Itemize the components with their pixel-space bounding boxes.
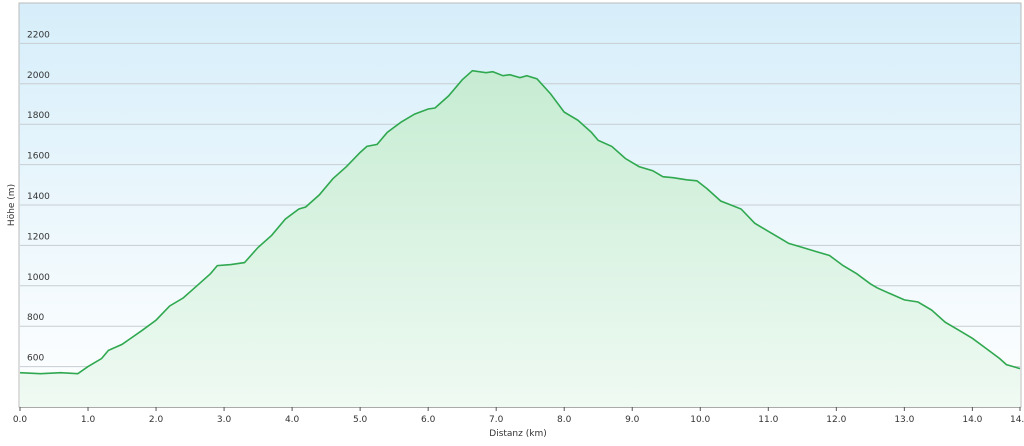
x-tick-label: 12.0	[826, 415, 846, 425]
x-tick-label: 14.7	[1010, 415, 1024, 425]
y-tick-label: 1200	[27, 232, 50, 242]
x-axis-label: Distanz (km)	[489, 429, 546, 439]
x-tick-label: 0.0	[13, 415, 28, 425]
y-tick-label: 2000	[27, 71, 50, 81]
x-tick-label: 14.0	[962, 415, 982, 425]
y-tick-label: 2200	[27, 30, 50, 40]
x-tick-label: 10.0	[690, 415, 710, 425]
x-tick-label: 3.0	[217, 415, 232, 425]
y-tick-label: 800	[27, 313, 44, 323]
x-tick-label: 9.0	[625, 415, 640, 425]
x-tick-label: 5.0	[353, 415, 368, 425]
x-tick-label: 4.0	[285, 415, 300, 425]
y-tick-label: 1000	[27, 273, 50, 283]
x-tick-label: 8.0	[557, 415, 572, 425]
area-fill	[20, 70, 1020, 407]
x-tick-label: 13.0	[894, 415, 914, 425]
y-tick-label: 600	[27, 354, 44, 364]
y-tick-label: 1400	[27, 192, 50, 202]
x-tick-label: 7.0	[489, 415, 504, 425]
x-tick-label: 1.0	[81, 415, 96, 425]
elevation-line	[19, 69, 1021, 375]
y-axis-label: Höhe (m)	[7, 184, 17, 226]
x-tick-label: 2.0	[149, 415, 164, 425]
x-tick-label: 11.0	[758, 415, 778, 425]
x-tick-label: 6.0	[421, 415, 436, 425]
y-tick-label: 1600	[27, 152, 50, 162]
y-tick-label: 1800	[27, 111, 50, 121]
